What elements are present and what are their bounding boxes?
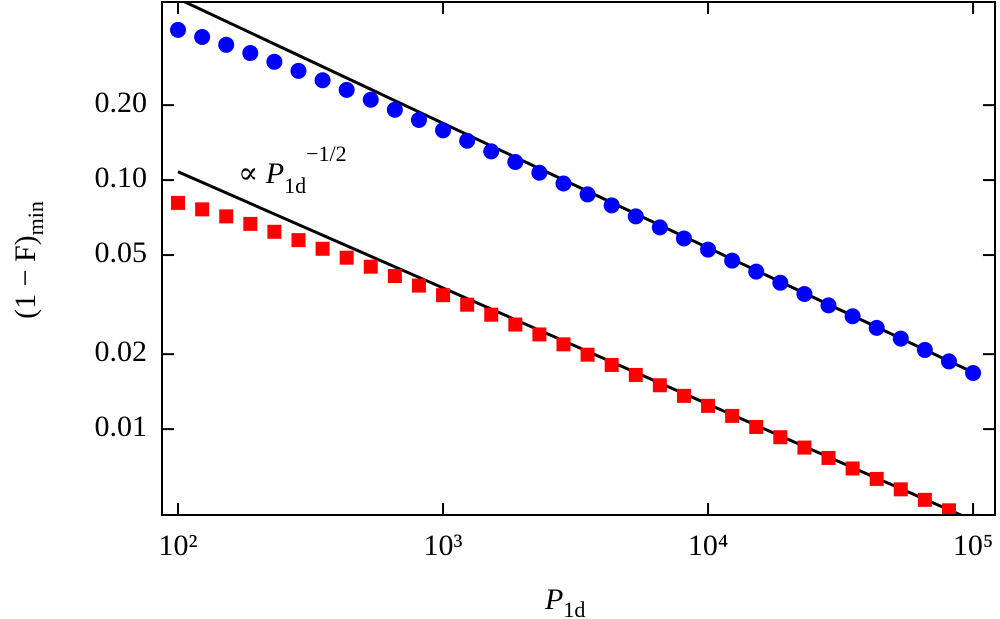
data-point — [555, 175, 572, 192]
data-point — [941, 503, 956, 515]
fit-line — [177, 170, 965, 515]
data-point — [483, 143, 500, 160]
axes-frame — [161, 1, 996, 516]
data-point — [386, 101, 403, 118]
data-point — [940, 353, 957, 370]
data-point — [363, 259, 378, 274]
data-point — [460, 297, 475, 312]
data-point — [484, 307, 499, 322]
data-point — [821, 450, 836, 465]
data-point — [507, 154, 524, 171]
data-point — [532, 327, 547, 342]
data-point — [242, 45, 259, 62]
data-point — [556, 337, 571, 352]
y-tick-label: 0.10 — [95, 161, 148, 194]
x-tick-label: 10⁵ — [953, 529, 993, 562]
data-point — [411, 278, 426, 293]
data-point — [676, 388, 691, 403]
data-point — [436, 288, 451, 303]
data-point — [194, 29, 211, 46]
data-point — [171, 195, 186, 210]
data-point — [579, 186, 596, 203]
data-point — [362, 91, 379, 108]
plot-area — [170, 2, 982, 515]
x-axis-label: P1d — [544, 583, 585, 619]
data-point — [965, 365, 982, 382]
data-point — [820, 297, 837, 314]
data-point — [966, 513, 981, 515]
data-point — [627, 208, 644, 225]
data-point — [725, 408, 740, 423]
data-point — [459, 132, 476, 149]
y-tick-label: 0.02 — [95, 335, 148, 368]
fit-line — [181, 2, 974, 374]
data-point — [773, 430, 788, 445]
data-point — [845, 461, 860, 476]
data-point — [724, 252, 741, 269]
y-axis-label: (1 − F)min — [9, 201, 48, 319]
data-point — [267, 224, 282, 239]
data-point — [652, 378, 667, 393]
data-point — [749, 419, 764, 434]
x-tick-label: 10³ — [424, 529, 463, 562]
data-point — [291, 233, 306, 248]
y-tick-label: 0.01 — [95, 410, 148, 443]
data-point — [892, 330, 909, 347]
data-point — [603, 197, 620, 214]
data-point — [387, 268, 402, 283]
data-point — [195, 202, 210, 217]
data-point — [772, 274, 789, 291]
data-point — [868, 319, 885, 336]
data-point — [701, 398, 716, 413]
data-point — [893, 482, 908, 497]
data-point — [675, 230, 692, 247]
data-point — [700, 241, 717, 258]
data-point — [531, 164, 548, 181]
data-point — [170, 21, 187, 38]
x-tick-label: 10² — [159, 529, 198, 562]
data-point — [243, 216, 258, 231]
y-tick-label: 0.05 — [95, 236, 148, 269]
data-point — [290, 62, 307, 79]
data-point — [604, 357, 619, 372]
data-point — [651, 219, 668, 236]
annotation: ∝ P1d−1/2 — [238, 141, 347, 198]
data-point — [218, 36, 235, 53]
y-tick-label: 0.20 — [95, 86, 148, 119]
x-tick-label: 10⁴ — [688, 529, 728, 562]
data-point — [916, 341, 933, 358]
data-point — [748, 263, 765, 280]
data-point — [339, 250, 354, 265]
data-point — [796, 285, 813, 302]
data-point — [315, 241, 330, 256]
data-point — [435, 122, 452, 139]
data-point — [797, 440, 812, 455]
data-point — [580, 347, 595, 362]
data-point — [314, 72, 331, 89]
data-point — [844, 308, 861, 325]
data-point — [869, 471, 884, 486]
data-point — [219, 209, 234, 224]
data-point — [917, 492, 932, 507]
data-point — [628, 367, 643, 382]
data-point — [410, 111, 427, 128]
data-point — [338, 81, 355, 98]
data-point — [266, 53, 283, 70]
data-point — [508, 317, 523, 332]
